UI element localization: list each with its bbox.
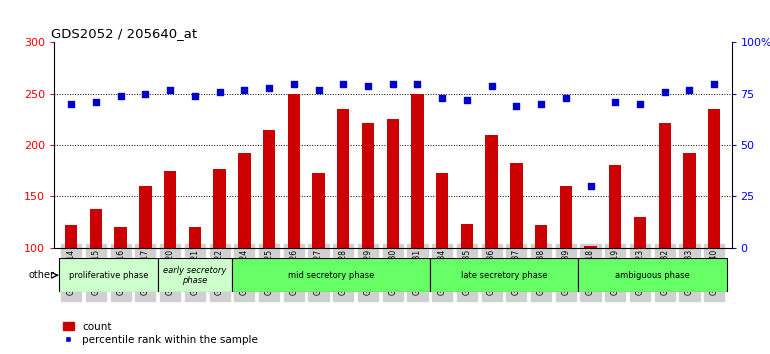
Point (238, 87, 250, 92)
Bar (560, 186, 572, 248)
Point (708, 81, 721, 86)
Bar (535, 225, 547, 248)
Bar (436, 173, 448, 248)
Point (362, 83, 374, 88)
Bar (59, 258, 158, 292)
Point (535, 101, 547, 107)
Bar (288, 94, 300, 248)
Text: proliferative phase: proliferative phase (69, 271, 148, 280)
Bar (213, 169, 226, 248)
Bar (658, 122, 671, 248)
Text: mid secretory phase: mid secretory phase (288, 271, 374, 280)
Point (213, 89, 226, 95)
Point (485, 83, 497, 88)
Point (139, 91, 152, 97)
Point (115, 93, 127, 99)
Point (411, 81, 424, 86)
Bar (189, 227, 201, 248)
Bar (460, 224, 473, 248)
Point (387, 81, 399, 86)
Point (460, 97, 473, 103)
Point (658, 89, 671, 95)
Point (263, 85, 275, 91)
Bar (362, 122, 374, 248)
Bar (708, 109, 721, 248)
Text: GDS2052 / 205640_at: GDS2052 / 205640_at (51, 27, 196, 40)
Point (90, 99, 102, 105)
Bar (337, 109, 350, 248)
Bar (232, 258, 430, 292)
Bar (634, 217, 646, 248)
Legend: count, percentile rank within the sample: count, percentile rank within the sample (59, 317, 262, 349)
Bar (313, 173, 325, 248)
Point (65, 101, 77, 107)
Point (189, 93, 201, 99)
Point (436, 95, 448, 101)
Point (511, 103, 523, 109)
Text: early secretory
phase: early secretory phase (163, 266, 226, 285)
Point (313, 87, 325, 92)
Bar (164, 171, 176, 248)
Bar (430, 258, 578, 292)
Point (609, 99, 621, 105)
Bar (115, 227, 127, 248)
Point (164, 87, 176, 92)
Bar (65, 225, 78, 248)
Bar (387, 120, 399, 248)
Text: ambiguous phase: ambiguous phase (615, 271, 690, 280)
Bar (578, 258, 727, 292)
Text: late secretory phase: late secretory phase (460, 271, 547, 280)
Bar (158, 258, 232, 292)
Point (337, 81, 350, 86)
Bar (683, 153, 695, 248)
Bar (485, 135, 497, 248)
Bar (609, 165, 621, 248)
Text: other: other (28, 270, 55, 280)
Bar (238, 153, 250, 248)
Point (683, 87, 695, 92)
Bar (139, 186, 152, 248)
Point (634, 101, 646, 107)
Point (584, 183, 597, 189)
Bar (511, 162, 523, 248)
Bar (90, 209, 102, 248)
Bar (584, 246, 597, 248)
Bar (411, 94, 424, 248)
Point (288, 81, 300, 86)
Bar (263, 130, 275, 248)
Point (560, 95, 572, 101)
